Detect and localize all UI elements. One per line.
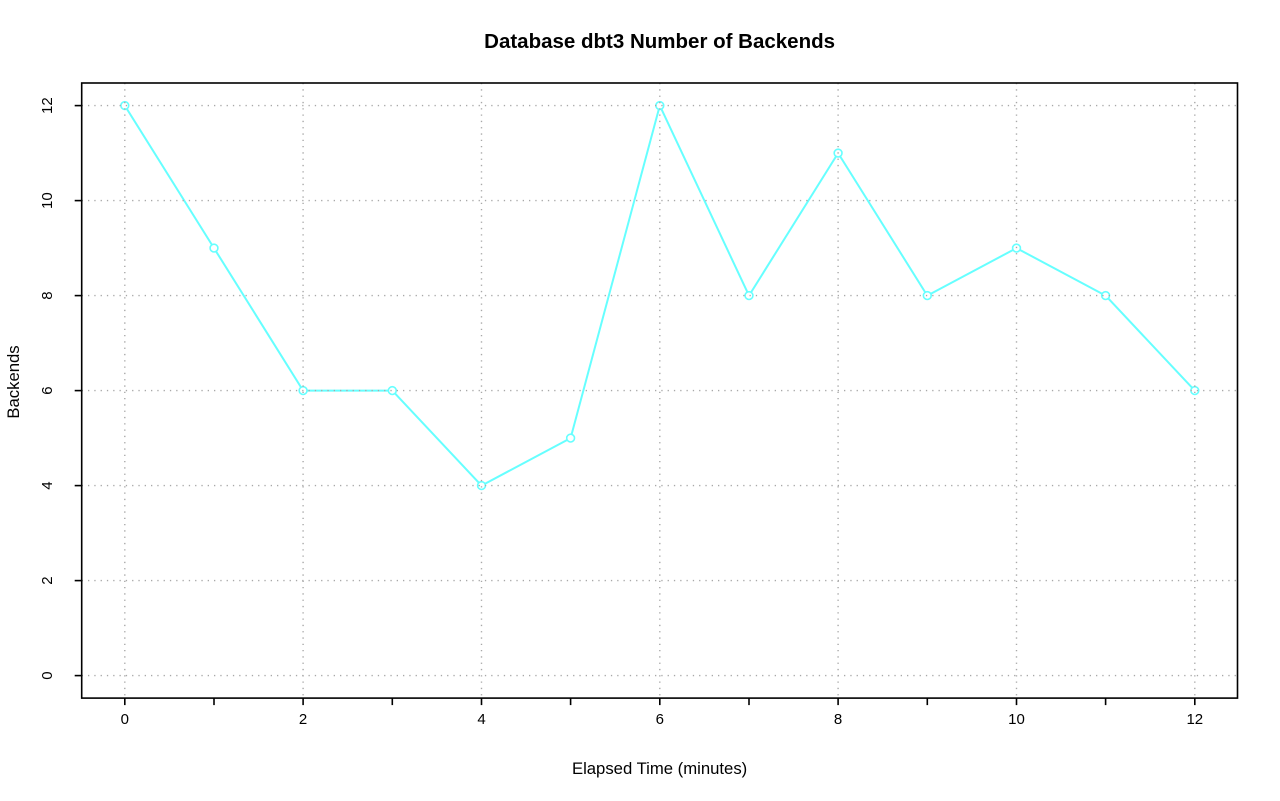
- svg-text:4: 4: [39, 481, 56, 489]
- svg-text:6: 6: [39, 386, 56, 394]
- svg-text:0: 0: [39, 671, 56, 679]
- svg-text:6: 6: [656, 711, 664, 728]
- svg-text:0: 0: [121, 711, 129, 728]
- svg-text:8: 8: [39, 291, 56, 299]
- svg-text:8: 8: [834, 711, 842, 728]
- svg-text:12: 12: [1186, 711, 1203, 728]
- svg-text:Backends: Backends: [4, 345, 23, 418]
- svg-text:12: 12: [39, 97, 56, 114]
- svg-text:10: 10: [39, 192, 56, 209]
- svg-text:4: 4: [477, 711, 485, 728]
- svg-text:10: 10: [1008, 711, 1025, 728]
- svg-text:2: 2: [299, 711, 307, 728]
- svg-text:2: 2: [39, 576, 56, 584]
